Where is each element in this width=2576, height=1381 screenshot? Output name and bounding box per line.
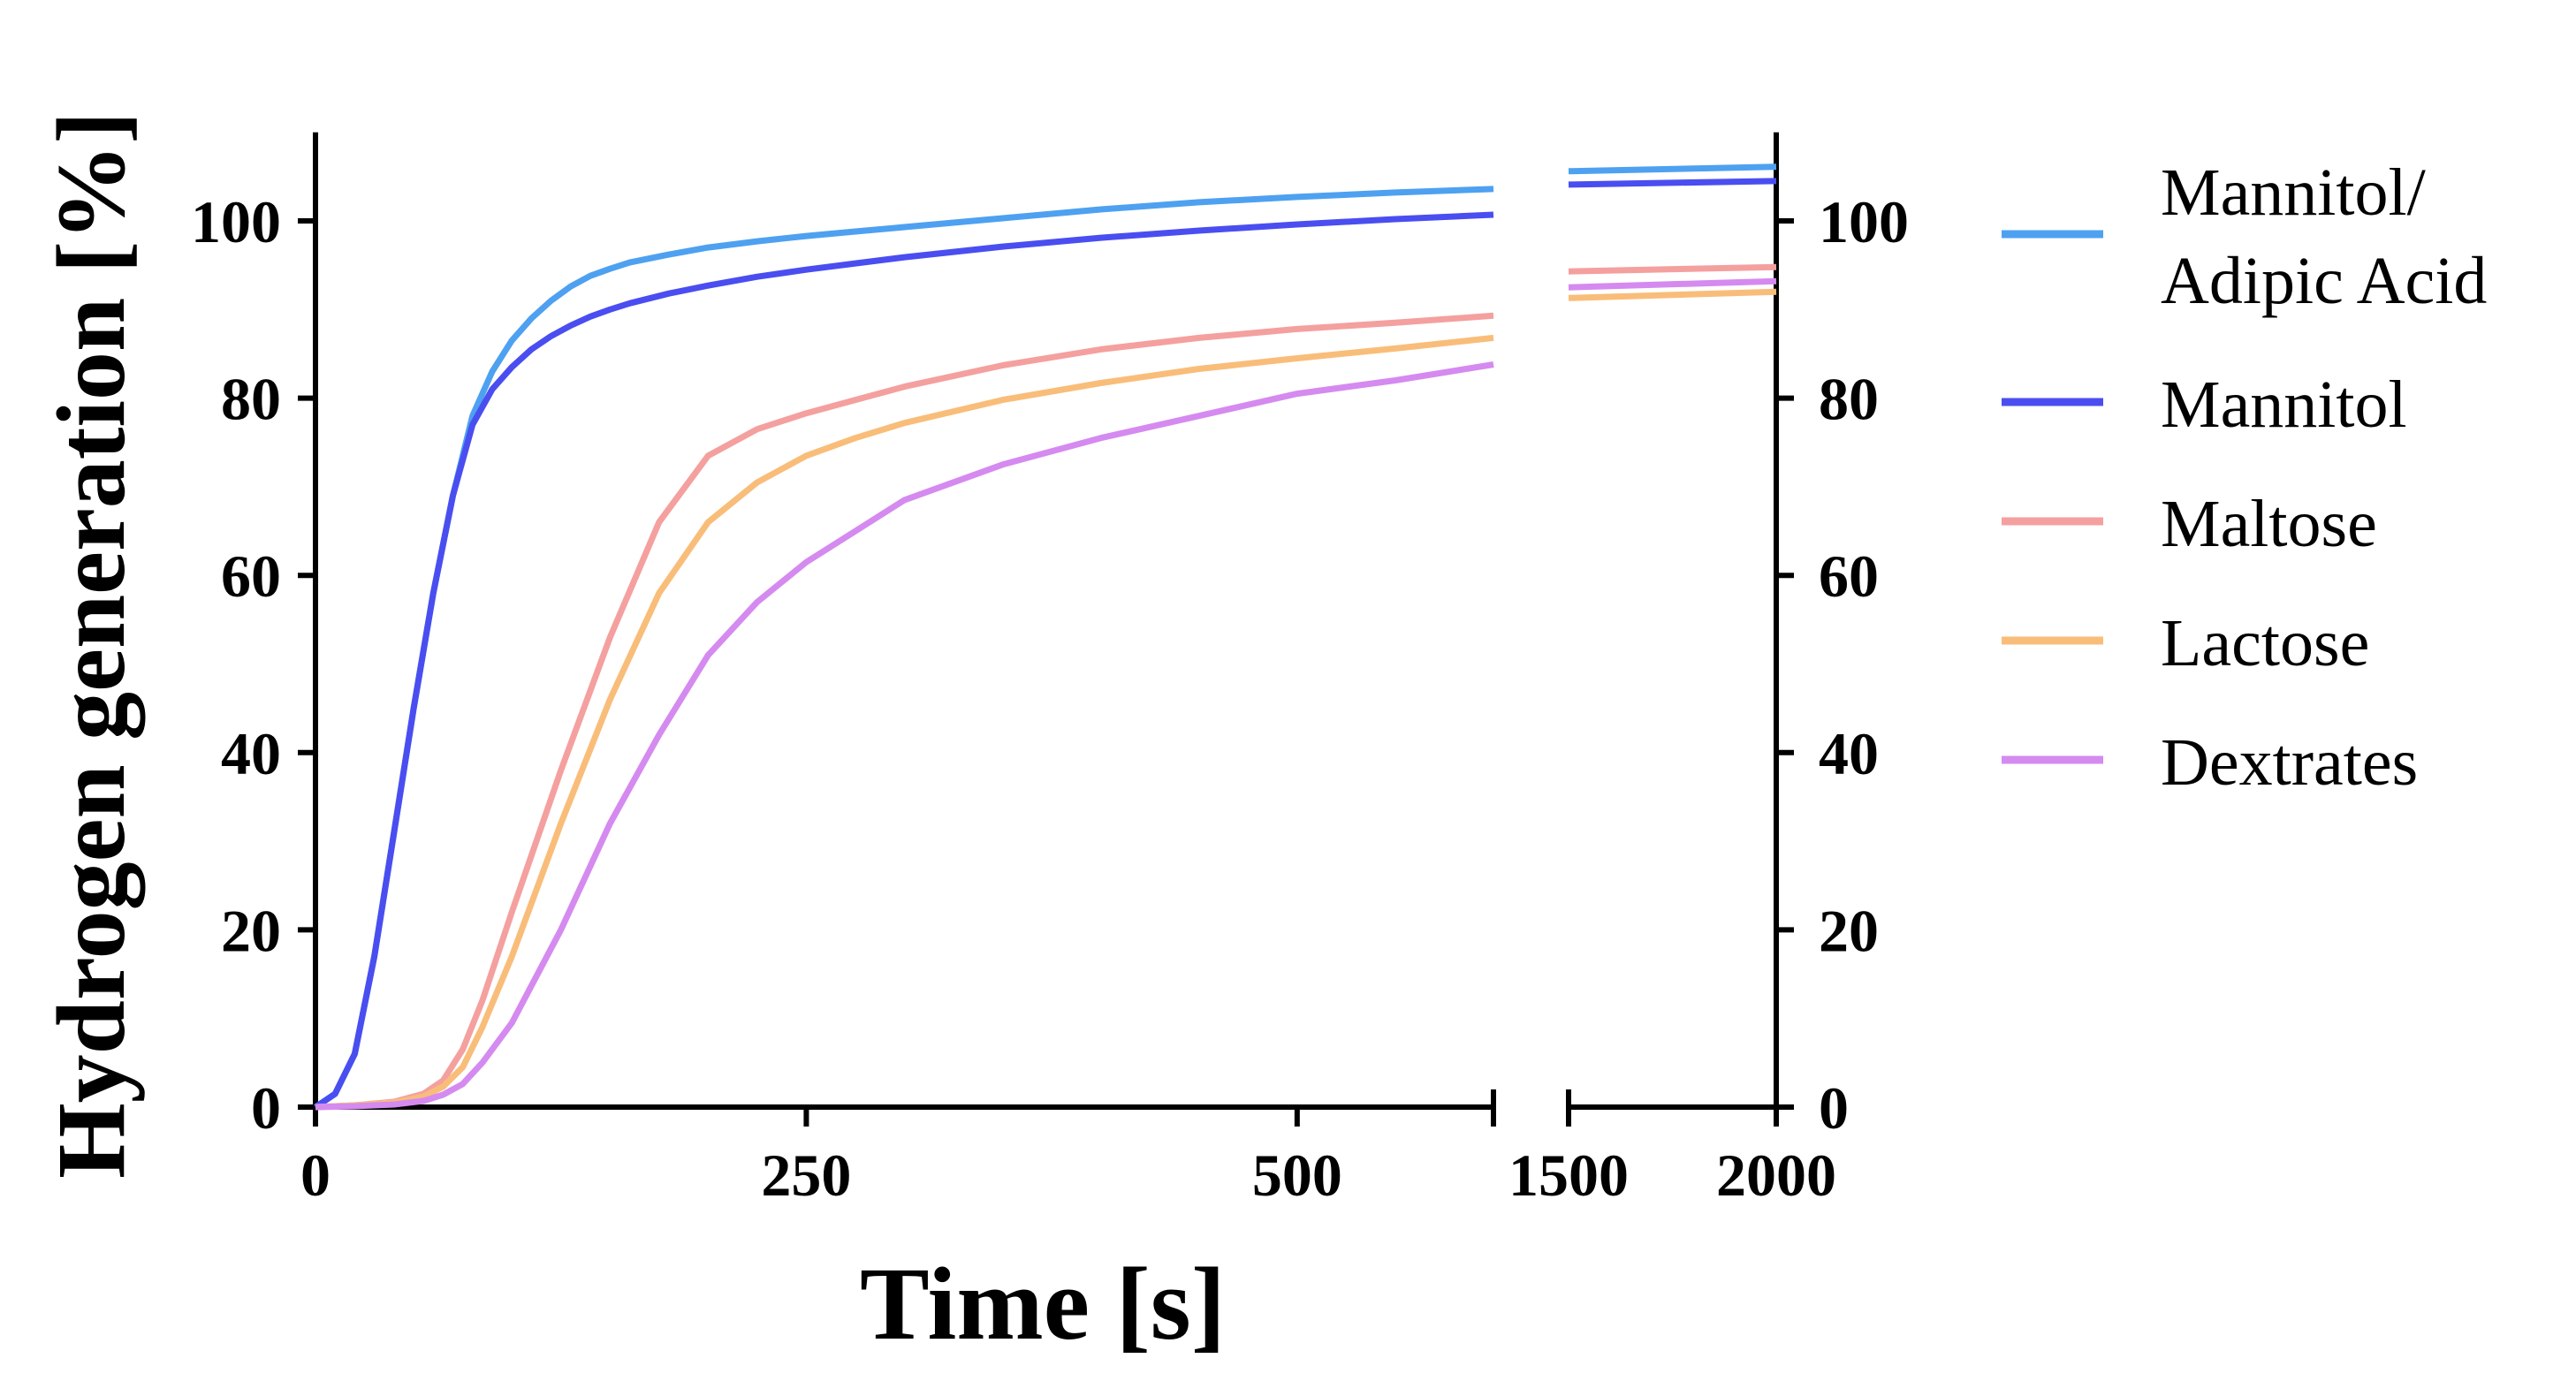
x-tick-label: 0 [300, 1142, 331, 1209]
y-tick-label-left: 20 [221, 897, 281, 964]
y-tick-label-right: 40 [1819, 720, 1879, 787]
y-tick-label-left: 0 [251, 1074, 281, 1142]
legend: Mannitol/Adipic Acid Mannitol Maltose Lacto… [2002, 156, 2487, 800]
legend-label: Maltose [2161, 487, 2377, 561]
series-line-mannitol-seg1 [314, 211, 1494, 1110]
legend-label: Mannitol/ [2161, 156, 2427, 230]
series-line-mannitol-seg2 [1568, 178, 1777, 188]
y-tick-label-right: 100 [1819, 188, 1909, 255]
x-tick-label: 1500 [1508, 1142, 1629, 1209]
series-line-dextrates-seg1 [315, 361, 1494, 1111]
y-tick-label-right: 20 [1819, 897, 1879, 964]
y-tick-label-left: 100 [191, 188, 281, 255]
legend-label: Mannitol [2161, 368, 2407, 442]
y-tick-label-right: 80 [1819, 366, 1879, 433]
x-tick-label: 250 [761, 1142, 851, 1209]
legend-label: Lactose [2161, 606, 2369, 680]
legend-label: Adipic Acid [2161, 244, 2487, 318]
series-line-maltose-seg1 [315, 312, 1494, 1111]
y-tick-label-left: 60 [221, 543, 281, 610]
y-tick-label-right: 60 [1819, 543, 1879, 610]
legend-label: Dextrates [2161, 725, 2418, 800]
series-line-dextrates-seg2 [1568, 277, 1777, 291]
x-tick-label: 2000 [1716, 1142, 1836, 1209]
series-group [314, 163, 1777, 1111]
y-tick-label-left: 80 [221, 366, 281, 433]
x-tick-label: 500 [1252, 1142, 1342, 1209]
series-line-lactose-seg1 [315, 334, 1494, 1111]
y-tick-label-left: 40 [221, 720, 281, 787]
y-tick-label-right: 0 [1819, 1074, 1849, 1142]
y-axis-title: Hydrogen generation [%] [37, 111, 145, 1179]
series-line-lactose-seg2 [1568, 288, 1777, 301]
series-line-maltose-seg2 [1568, 263, 1777, 275]
x-axis-title: Time [s] [860, 1246, 1226, 1362]
series-line-mannitol-adipic-acid-seg2 [1568, 163, 1777, 175]
